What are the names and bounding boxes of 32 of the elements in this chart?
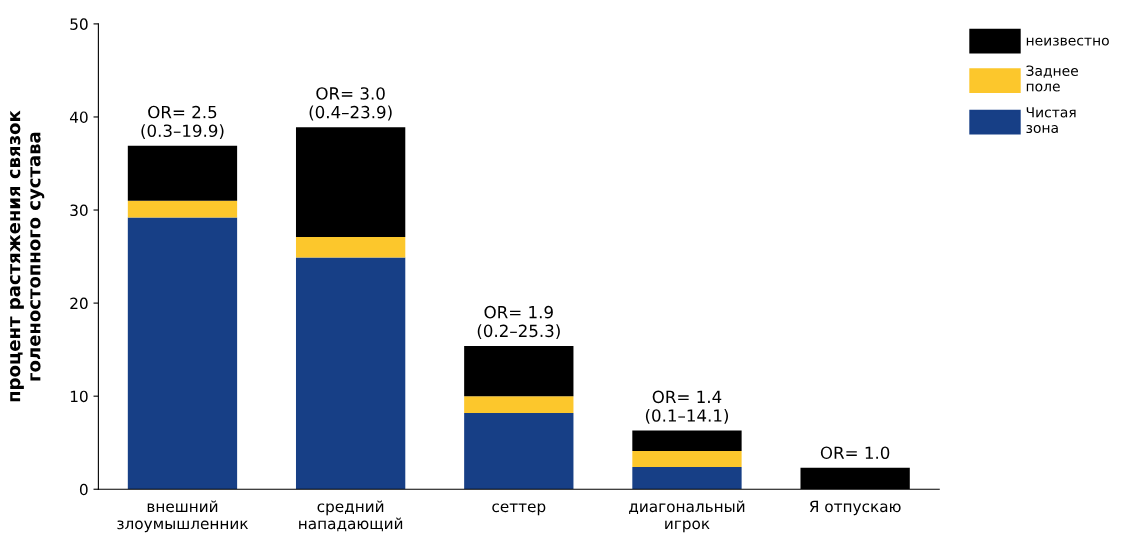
legend-label: неизвестно: [1026, 37, 1109, 46]
y-tick-label: 20: [70, 297, 88, 310]
bar: [295, 257, 406, 490]
bar: [464, 412, 574, 490]
x-tick-label: Я отпускаю: [809, 500, 901, 516]
legend-label: Чистая зона: [1026, 107, 1076, 134]
y-axis-title: процент растяжения связок голеностопного сустава: [10, 110, 45, 402]
bar: [632, 466, 742, 490]
annotation: OR= 1.4 (0.1–14.1): [645, 390, 729, 424]
x-tick-label: диагональный игрок: [629, 500, 745, 533]
bar: [127, 200, 238, 218]
bar: [295, 237, 406, 258]
x-tick-label: сеттер: [492, 503, 546, 516]
annotation: OR= 1.0: [820, 446, 890, 460]
y-tick-label: 50: [70, 18, 88, 30]
y-tick-label: 0: [79, 483, 88, 496]
annotation: OR= 2.5 (0.3–19.9): [141, 105, 224, 139]
bar: [632, 451, 742, 467]
bar: [632, 430, 742, 452]
bar: [127, 145, 238, 201]
bar: [464, 345, 574, 397]
annotation: OR= 1.9 (0.2–25.3): [477, 305, 560, 340]
legend-label: Заднее поле: [1026, 65, 1079, 92]
bar: [127, 217, 238, 490]
y-tick-label: 30: [70, 204, 88, 217]
x-tick-label: внешний злоумышленник: [117, 500, 249, 533]
bar: [464, 396, 574, 413]
y-tick-label: 10: [70, 390, 88, 403]
annotation: OR= 3.0 (0.4–23.9): [309, 87, 392, 121]
x-tick-label: средний нападающий: [299, 500, 403, 532]
y-tick-label: 40: [69, 111, 88, 123]
bar: [295, 127, 406, 238]
